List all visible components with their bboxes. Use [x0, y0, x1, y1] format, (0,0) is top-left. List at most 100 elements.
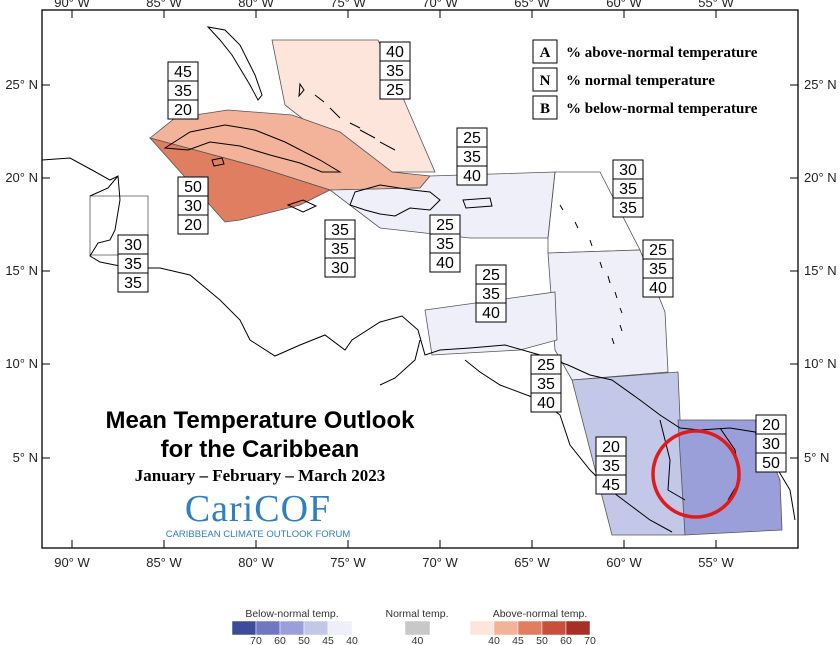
probability-above: 40: [386, 44, 404, 61]
colorbar-tick: 60: [560, 635, 572, 645]
colorbar-tick: 50: [298, 635, 310, 645]
colorbar-tick: 40: [412, 635, 424, 645]
colorbar-swatch: [327, 620, 353, 636]
probability-normal: 30: [762, 436, 780, 453]
probability-normal: 35: [482, 286, 500, 303]
probability-normal: 35: [537, 376, 555, 393]
colorbar-above-title: Above-normal temp.: [493, 608, 588, 620]
probability-cell: [530, 392, 562, 413]
probability-below: 45: [602, 477, 620, 494]
map-axes: 90° W 90° W 85° W 85° W 80° W 80° W 75° W 75° W…: [5, 0, 836, 570]
probability-above: 30: [619, 162, 637, 179]
probability-cell: [117, 272, 149, 293]
colorbar-tick: 60: [274, 635, 286, 645]
highlight-circle: [651, 429, 741, 519]
probability-box: 45 35 20: [167, 61, 199, 120]
colorbar-tick: 70: [250, 635, 262, 645]
caricof-logo: CariCOF CARIBBEAN CLIMATE OUTLOOK FORUM: [166, 488, 351, 540]
lat-label: 15° N: [5, 263, 38, 278]
probability-normal: 35: [602, 458, 620, 475]
probability-normal: 35: [463, 149, 481, 166]
probability-box: 35 35 30: [324, 219, 356, 278]
coastlines: [41, 26, 796, 533]
lat-label: 10° N: [804, 356, 837, 371]
legend-code-n: N: [540, 73, 551, 89]
probability-cell: [167, 99, 199, 120]
probability-below: 40: [537, 395, 555, 412]
probability-box: 25 35 40: [429, 214, 461, 273]
probability-normal: 35: [331, 241, 349, 258]
lat-label: 5° N: [804, 450, 829, 465]
probability-cell: [379, 79, 411, 100]
probability-cell: [595, 474, 627, 495]
colorbar-swatch: [404, 620, 431, 636]
colorbar-swatch: [279, 620, 305, 636]
lat-label: 25° N: [5, 77, 38, 92]
probability-normal: 30: [184, 198, 202, 215]
lon-label: 75° W: [330, 555, 366, 570]
colorbar-swatch: [303, 620, 329, 636]
colorbar-swatch: [255, 620, 281, 636]
probability-cell: [324, 257, 356, 278]
probability-above: 25: [649, 242, 667, 259]
title-period: January – February – March 2023: [135, 466, 385, 485]
probability-below: 50: [762, 455, 780, 472]
title-line-1: Mean Temperature Outlook: [106, 407, 416, 434]
probability-cell: [177, 214, 209, 235]
probability-below: 20: [174, 102, 192, 119]
probability-above: 25: [482, 267, 500, 284]
legend-text-a: % above-normal temperature: [566, 45, 758, 61]
lon-label: 55° W: [698, 0, 734, 10]
lon-label: 70° W: [422, 0, 458, 10]
lon-label: 70° W: [422, 555, 458, 570]
colorbar-swatch: [541, 620, 567, 636]
probability-box: 25 35 40: [475, 264, 507, 323]
probability-box: 25 35 40: [530, 354, 562, 413]
region-cayman-jamaica-waters: [148, 137, 332, 223]
colorbar-swatch: [565, 620, 591, 636]
colorbar-swatch: [517, 620, 543, 636]
probability-cell: [755, 452, 787, 473]
probability-above: 35: [331, 222, 349, 239]
probability-above: 25: [537, 357, 555, 374]
probability-normal: 35: [124, 256, 142, 273]
colorbar-tick: 70: [584, 635, 596, 645]
colorbar-tick: 45: [512, 635, 524, 645]
probability-above: 20: [602, 439, 620, 456]
lon-label: 85° W: [146, 555, 182, 570]
lon-label: 65° W: [514, 0, 550, 10]
lon-label: 55° W: [698, 555, 734, 570]
region-abc: [424, 291, 558, 356]
probability-box: 20 30 50: [755, 414, 787, 473]
legend-text-b: % below-normal temperature: [566, 101, 758, 117]
legend-code-b: B: [540, 101, 550, 117]
colorbar-swatch: [493, 620, 519, 636]
title-line-2: for the Caribbean: [161, 436, 360, 463]
lon-label: 90° W: [54, 0, 90, 10]
probability-box: 30 35 35: [117, 234, 149, 293]
probability-normal: 35: [619, 181, 637, 198]
lat-label: 15° N: [804, 263, 837, 278]
probability-below: 40: [482, 305, 500, 322]
lat-label: 20° N: [804, 170, 837, 185]
logo-subtitle: CARIBBEAN CLIMATE OUTLOOK FORUM: [166, 529, 351, 540]
probability-below: 30: [331, 260, 349, 277]
colorbar-below-title: Below-normal temp.: [245, 608, 338, 620]
lon-label: 75° W: [330, 0, 366, 10]
probability-above: 30: [124, 237, 142, 254]
colorbar-tick: 45: [322, 635, 334, 645]
probability-above: 25: [463, 130, 481, 147]
region-windwards: [547, 249, 669, 381]
probability-below: 40: [463, 168, 481, 185]
probability-cell: [612, 197, 644, 218]
probability-above: 50: [184, 179, 202, 196]
lon-label: 65° W: [514, 555, 550, 570]
lat-label: 20° N: [5, 170, 38, 185]
legend-code-a: A: [540, 45, 551, 61]
probability-normal: 35: [649, 261, 667, 278]
probability-normal: 35: [436, 236, 454, 253]
lon-label: 90° W: [54, 555, 90, 570]
probability-above: 20: [762, 417, 780, 434]
probability-cell: [475, 302, 507, 323]
